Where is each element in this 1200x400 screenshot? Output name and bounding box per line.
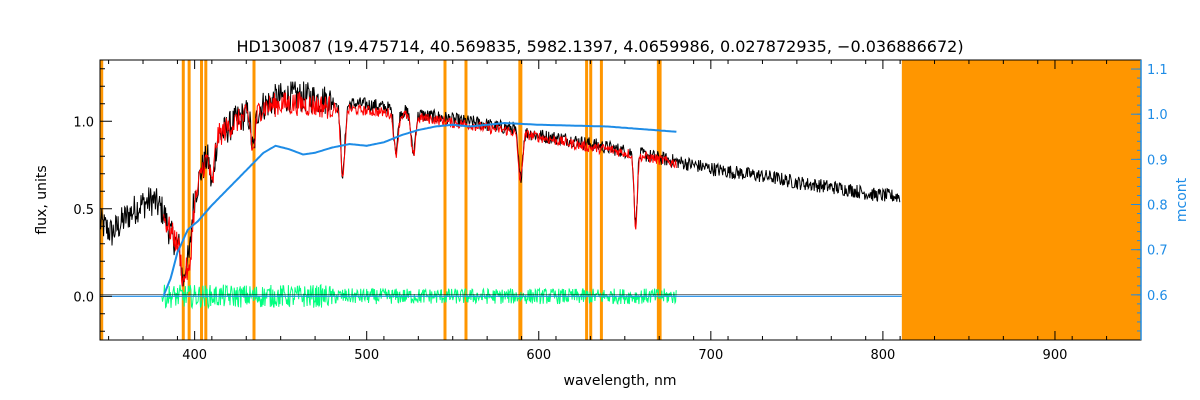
y2-tick-label: 0.8 (1147, 199, 1168, 214)
zero-line (100, 294, 902, 297)
x-tick-label: 600 (526, 348, 551, 363)
masked-region-band (901, 60, 1141, 340)
x-tick-label: 500 (354, 348, 379, 363)
observed-flux-line (99, 81, 901, 287)
y-axis-label: flux, units (34, 165, 50, 234)
continuum-line (162, 121, 677, 296)
continuum-curve (162, 121, 677, 296)
x-tick-label: 400 (182, 348, 207, 363)
model-spectrum (163, 91, 677, 287)
x-axis-label: wavelength, nm (564, 373, 677, 389)
chart-title: HD130087 (19.475714, 40.569835, 5982.139… (236, 37, 963, 56)
y-tick-label: 1.0 (73, 115, 94, 130)
x-tick-label: 700 (698, 348, 723, 363)
y2-tick-label: 1.1 (1147, 63, 1168, 78)
x-tick-label: 900 (1043, 348, 1068, 363)
y-tick-label: 0.5 (73, 203, 94, 218)
model-flux-line (163, 91, 677, 287)
y2-axis: 0.6 0.7 0.8 0.9 1.0 1.1 (1131, 60, 1168, 340)
y2-tick-label: 0.9 (1147, 153, 1168, 168)
x-tick-label: 800 (870, 348, 895, 363)
y2-tick-label: 0.7 (1147, 244, 1168, 259)
observed-spectrum (99, 81, 901, 287)
y2-axis-label: mcont (1174, 177, 1190, 222)
y-axis: 0.0 0.5 1.0 (73, 68, 112, 332)
y2-tick-label: 1.0 (1147, 108, 1168, 123)
x-axis: 400 500 600 700 800 900 (108, 60, 1142, 363)
y-tick-label: 0.0 (73, 290, 94, 305)
y2-tick-label: 0.6 (1147, 289, 1168, 304)
